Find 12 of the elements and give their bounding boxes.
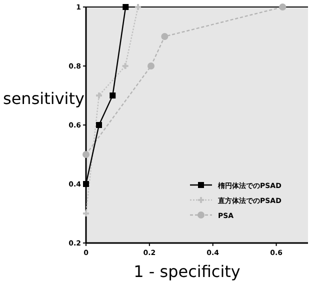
point (122, 4, 129, 10)
point (82, 210, 90, 218)
point (121, 62, 130, 70)
point (83, 181, 89, 187)
point (161, 33, 168, 40)
point (279, 4, 286, 10)
point (148, 62, 155, 70)
point (82, 151, 90, 158)
y-axis-title: sensitivity (3, 89, 84, 108)
point (110, 92, 116, 98)
point (96, 122, 102, 128)
x-axis-title: 1 - specificity (134, 262, 240, 281)
